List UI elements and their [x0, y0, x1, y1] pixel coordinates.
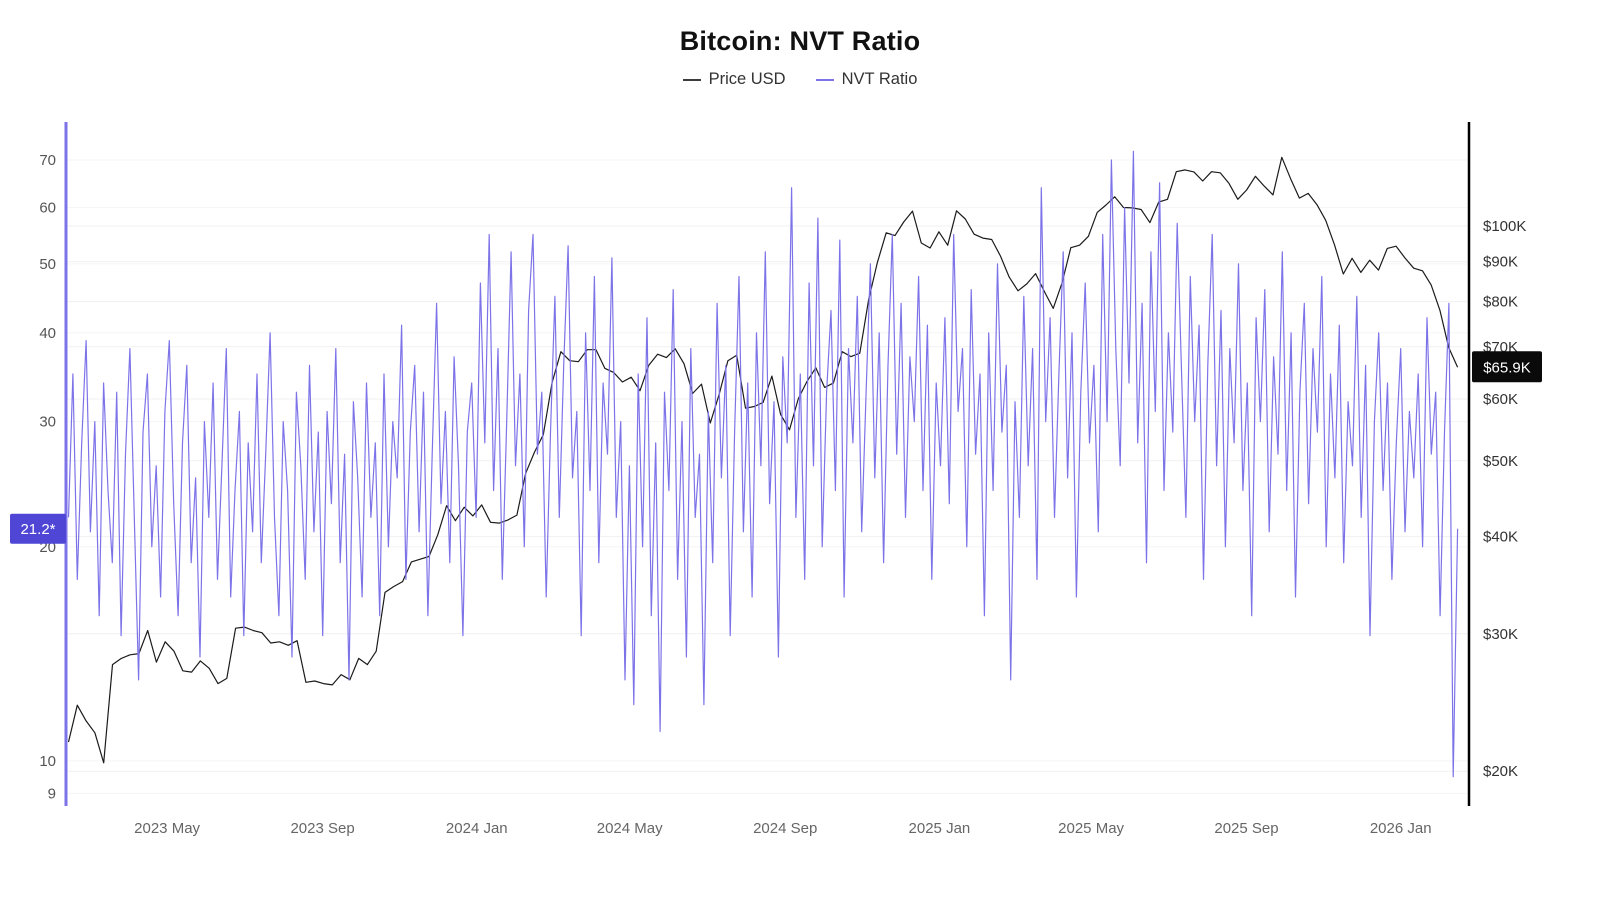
y-axis-right-tick-label: $60K — [1483, 391, 1518, 408]
y-axis-left-tick-label: 70 — [39, 152, 56, 169]
y-axis-right-tick-label: $80K — [1483, 294, 1518, 311]
nvt-ratio-line — [67, 150, 1459, 778]
y-axis-right-tick-label: $40K — [1483, 528, 1518, 545]
nvt-ratio-line-swatch — [815, 78, 834, 81]
y-axis-left-tick-label: 60 — [39, 200, 56, 217]
price-usd-line — [67, 156, 1459, 764]
legend-label-nvt-ratio: NVT Ratio — [841, 70, 918, 88]
y-axis-right-tick-label: $100K — [1483, 218, 1526, 235]
x-axis-tick-label: 2024 Sep — [753, 820, 817, 837]
x-axis-tick-label: 2026 Jan — [1370, 820, 1432, 837]
nvt-current-value-label: 21.2* — [20, 521, 55, 538]
x-axis-tick-label: 2025 May — [1058, 820, 1124, 837]
legend-label-price-usd: Price USD — [708, 70, 786, 88]
y-axis-left-tick-label: 10 — [39, 753, 56, 770]
y-axis-right-tick-label: $20K — [1483, 763, 1518, 780]
legend-item-price-usd[interactable]: Price USD — [682, 70, 786, 89]
x-axis-tick-label: 2023 Sep — [290, 820, 354, 837]
y-axis-left-tick-label: 9 — [48, 785, 56, 802]
price-usd-line-swatch — [682, 78, 701, 81]
y-axis-right-tick-label: $50K — [1483, 453, 1518, 470]
price-current-value-label: $65.9K — [1483, 359, 1531, 376]
y-axis-left-tick-label: 40 — [39, 325, 56, 342]
y-axis-right-tick-label: $30K — [1483, 626, 1518, 643]
price-current-value-badge — [1472, 351, 1542, 383]
x-axis-tick-label: 2024 May — [597, 820, 663, 837]
legend-item-nvt-ratio[interactable]: NVT Ratio — [815, 70, 918, 89]
y-axis-right-tick-label: $90K — [1483, 254, 1518, 271]
x-axis-tick-label: 2024 Jan — [446, 820, 508, 837]
y-axis-left-tick-label: 30 — [39, 414, 56, 431]
chart-legend: Price USD NVT Ratio — [0, 70, 1600, 89]
x-axis-tick-label: 2023 May — [134, 820, 200, 837]
x-axis-tick-label: 2025 Sep — [1214, 820, 1278, 837]
x-axis-tick-label: 2025 Jan — [909, 820, 971, 837]
chart-title: Bitcoin: NVT Ratio — [679, 26, 921, 56]
nvt-current-value-badge — [10, 513, 66, 544]
y-axis-left-tick-label: 50 — [39, 256, 56, 273]
